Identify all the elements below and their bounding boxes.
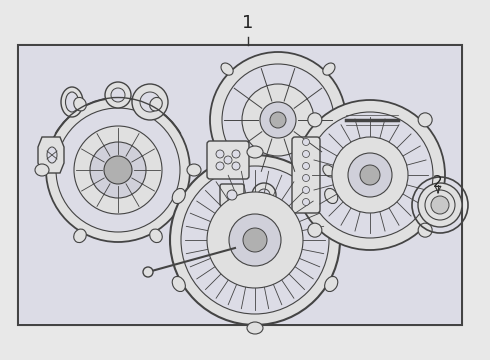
Circle shape xyxy=(216,162,224,170)
Circle shape xyxy=(302,175,310,181)
Circle shape xyxy=(143,267,153,277)
Circle shape xyxy=(260,102,296,138)
Circle shape xyxy=(302,150,310,158)
Ellipse shape xyxy=(323,165,335,177)
Ellipse shape xyxy=(66,92,78,112)
Circle shape xyxy=(242,84,314,156)
Circle shape xyxy=(418,183,462,227)
Circle shape xyxy=(302,186,310,194)
Circle shape xyxy=(227,190,237,200)
Circle shape xyxy=(222,64,334,176)
Polygon shape xyxy=(38,137,64,173)
Ellipse shape xyxy=(35,164,49,176)
Circle shape xyxy=(308,113,322,127)
Circle shape xyxy=(332,137,408,213)
Circle shape xyxy=(308,223,322,237)
Ellipse shape xyxy=(247,322,263,334)
Circle shape xyxy=(302,139,310,145)
Ellipse shape xyxy=(325,276,338,292)
Ellipse shape xyxy=(323,63,335,75)
FancyBboxPatch shape xyxy=(207,141,249,179)
Ellipse shape xyxy=(74,229,86,243)
Circle shape xyxy=(258,189,270,201)
Circle shape xyxy=(90,142,146,198)
Ellipse shape xyxy=(325,188,338,203)
Circle shape xyxy=(216,150,224,158)
Circle shape xyxy=(170,155,340,325)
Circle shape xyxy=(418,223,432,237)
Circle shape xyxy=(252,183,276,207)
Circle shape xyxy=(224,156,232,164)
Ellipse shape xyxy=(221,165,233,177)
FancyBboxPatch shape xyxy=(220,184,244,206)
Ellipse shape xyxy=(74,98,86,111)
Text: 1: 1 xyxy=(243,14,254,32)
Circle shape xyxy=(302,162,310,170)
Circle shape xyxy=(140,92,160,112)
Ellipse shape xyxy=(150,98,162,111)
Circle shape xyxy=(46,98,190,242)
Circle shape xyxy=(431,196,449,214)
Circle shape xyxy=(232,162,240,170)
Circle shape xyxy=(243,228,267,252)
Ellipse shape xyxy=(47,147,57,163)
Circle shape xyxy=(74,126,162,214)
Circle shape xyxy=(229,214,281,266)
Circle shape xyxy=(418,113,432,127)
Ellipse shape xyxy=(172,188,185,203)
Circle shape xyxy=(210,52,346,188)
Circle shape xyxy=(181,166,329,314)
Text: 2: 2 xyxy=(433,175,443,189)
Circle shape xyxy=(302,198,310,206)
Circle shape xyxy=(207,192,303,288)
Circle shape xyxy=(132,84,168,120)
Ellipse shape xyxy=(247,146,263,158)
Circle shape xyxy=(270,112,286,128)
FancyBboxPatch shape xyxy=(292,137,320,213)
Ellipse shape xyxy=(187,164,201,176)
Circle shape xyxy=(232,150,240,158)
Bar xyxy=(19,46,461,324)
Ellipse shape xyxy=(150,229,162,243)
Circle shape xyxy=(105,82,131,108)
Ellipse shape xyxy=(221,63,233,75)
Circle shape xyxy=(360,165,380,185)
Ellipse shape xyxy=(61,87,83,117)
Circle shape xyxy=(307,112,433,238)
Circle shape xyxy=(348,153,392,197)
Bar xyxy=(18,45,462,325)
Circle shape xyxy=(111,88,125,102)
Circle shape xyxy=(104,156,132,184)
Circle shape xyxy=(295,100,445,250)
Circle shape xyxy=(56,108,180,232)
Ellipse shape xyxy=(172,276,185,292)
